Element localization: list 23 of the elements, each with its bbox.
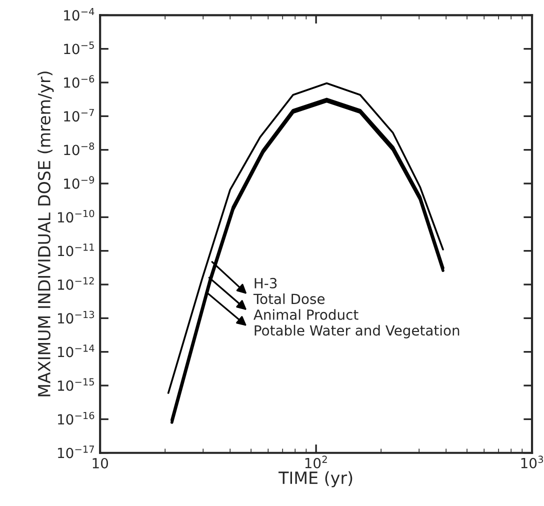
y-axis-title: MAXIMUM INDIVIDUAL DOSE (mrem/yr) (38, 72, 54, 396)
y-tick-label: 10$^{−17}$ (58, 446, 94, 458)
annotation: Animal Product (254, 309, 358, 320)
annotation: Potable Water and Vegetation (254, 324, 460, 338)
y-tick-label: 10$^{−7}$ (64, 108, 94, 122)
x-axis-title: TIME (yr) (278, 471, 352, 488)
y-tick-label: 10$^{−4}$ (64, 8, 94, 21)
y-tick-label: 10$^{−15}$ (58, 378, 94, 391)
x-tick-label: 10 (92, 458, 108, 468)
y-tick-label: 10$^{−12}$ (58, 277, 94, 290)
y-tick-label: 10$^{−6}$ (64, 75, 94, 88)
y-tick-label: 10$^{−16}$ (58, 412, 94, 425)
x-tick-label: 10$^{2}$ (305, 456, 327, 468)
annotation: H-3 (254, 278, 277, 288)
y-tick-label: 10$^{−11}$ (58, 244, 94, 256)
y-tick-label: 10$^{−5}$ (64, 42, 94, 54)
annotation: Total Dose (253, 293, 325, 304)
y-tick-label: 10$^{−13}$ (58, 310, 94, 324)
y-tick-label: 10$^{−10}$ (58, 210, 94, 223)
y-tick-label: 10$^{−14}$ (58, 344, 94, 358)
x-tick-label: 10$^{3}$ (521, 456, 544, 468)
y-tick-label: 10$^{−8}$ (64, 142, 94, 156)
y-tick-label: 10$^{−9}$ (64, 176, 94, 189)
